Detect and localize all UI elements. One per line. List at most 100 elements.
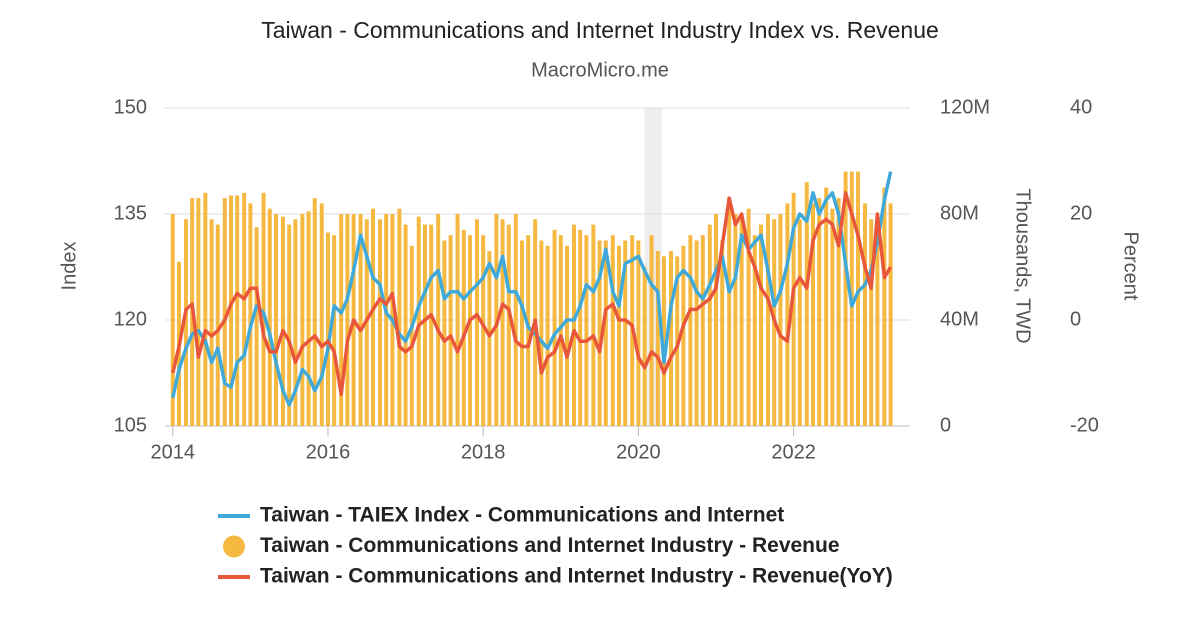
y3-axis-title: Percent xyxy=(1120,232,1142,301)
bar xyxy=(778,214,783,426)
y3-tick-label: -20 xyxy=(1070,414,1099,436)
bar xyxy=(196,198,201,426)
bar xyxy=(733,214,738,426)
bar xyxy=(804,182,809,426)
bar xyxy=(332,235,337,426)
bar xyxy=(688,235,693,426)
chart-title: Taiwan - Communications and Internet Ind… xyxy=(261,17,939,43)
bar xyxy=(578,229,583,426)
y-tick-label: 105 xyxy=(114,414,147,436)
bar xyxy=(293,219,298,426)
bar xyxy=(642,267,647,426)
bar xyxy=(519,240,524,426)
bar xyxy=(545,245,550,426)
bar xyxy=(261,192,266,426)
bar xyxy=(384,214,389,426)
bar xyxy=(436,214,441,426)
legend-label: Taiwan - Communications and Internet Ind… xyxy=(260,565,893,588)
legend-marker xyxy=(223,535,245,558)
bar xyxy=(287,224,292,426)
bar xyxy=(203,192,208,426)
bar xyxy=(700,235,705,426)
bar xyxy=(222,198,227,426)
bar xyxy=(817,198,822,426)
bar xyxy=(791,192,796,426)
y2-tick-label: 0 xyxy=(940,414,951,436)
bar xyxy=(591,224,596,426)
bar xyxy=(746,208,751,426)
y-tick-label: 135 xyxy=(114,202,147,224)
bar xyxy=(254,227,259,426)
bar xyxy=(571,224,576,426)
y2-axis-title: Thousands, TWD xyxy=(1012,188,1034,343)
bar xyxy=(681,245,686,426)
y2-tick-label: 40M xyxy=(940,308,979,330)
bar xyxy=(564,245,569,426)
y-tick-label: 120 xyxy=(114,308,147,330)
bar xyxy=(487,251,492,426)
bar xyxy=(584,235,589,426)
y2-tick-label: 120M xyxy=(940,96,990,118)
bar xyxy=(752,235,757,426)
bar xyxy=(882,187,887,426)
bar xyxy=(306,211,311,426)
bar xyxy=(810,203,815,426)
bar xyxy=(273,214,278,426)
bar xyxy=(552,229,557,426)
bar xyxy=(403,224,408,426)
bar xyxy=(707,224,712,426)
legend-label: Taiwan - Communications and Internet Ind… xyxy=(260,534,840,557)
bar xyxy=(526,235,531,426)
bar xyxy=(474,219,479,426)
x-tick-label: 2018 xyxy=(461,441,506,463)
bar xyxy=(267,208,272,426)
bar xyxy=(856,171,861,426)
bar xyxy=(183,219,188,426)
x-tick-label: 2020 xyxy=(616,441,661,463)
bar xyxy=(610,235,615,426)
bar xyxy=(713,214,718,426)
bar xyxy=(869,219,874,426)
y-tick-label: 150 xyxy=(114,96,147,118)
bar xyxy=(888,203,893,426)
bar xyxy=(170,214,175,426)
x-tick-label: 2016 xyxy=(306,441,351,463)
bar xyxy=(461,229,466,426)
bar xyxy=(603,240,608,426)
bar xyxy=(830,208,835,426)
bar xyxy=(280,216,285,426)
bar xyxy=(623,240,628,426)
bar xyxy=(235,195,240,426)
bar xyxy=(377,219,382,426)
bar xyxy=(448,235,453,426)
bar xyxy=(824,187,829,426)
bar xyxy=(843,171,848,426)
chart-subtitle: MacroMicro.me xyxy=(531,59,669,81)
bar xyxy=(636,240,641,426)
bar xyxy=(862,203,867,426)
bar xyxy=(655,251,660,426)
bar xyxy=(661,256,666,426)
bar xyxy=(694,240,699,426)
bar xyxy=(500,219,505,426)
bar xyxy=(455,214,460,426)
bar xyxy=(875,235,880,426)
bar xyxy=(720,240,725,426)
line xyxy=(171,191,893,396)
bar xyxy=(242,192,247,426)
bar xyxy=(325,232,330,426)
bar xyxy=(422,224,427,426)
bar xyxy=(727,198,732,426)
bar xyxy=(785,203,790,426)
line xyxy=(171,171,893,407)
bar xyxy=(765,214,770,426)
bar xyxy=(739,219,744,426)
bar xyxy=(319,203,324,426)
bar xyxy=(339,214,344,426)
bar xyxy=(358,214,363,426)
bar xyxy=(409,245,414,426)
y3-tick-label: 20 xyxy=(1070,202,1092,224)
x-tick-label: 2022 xyxy=(771,441,816,463)
bar xyxy=(345,214,350,426)
